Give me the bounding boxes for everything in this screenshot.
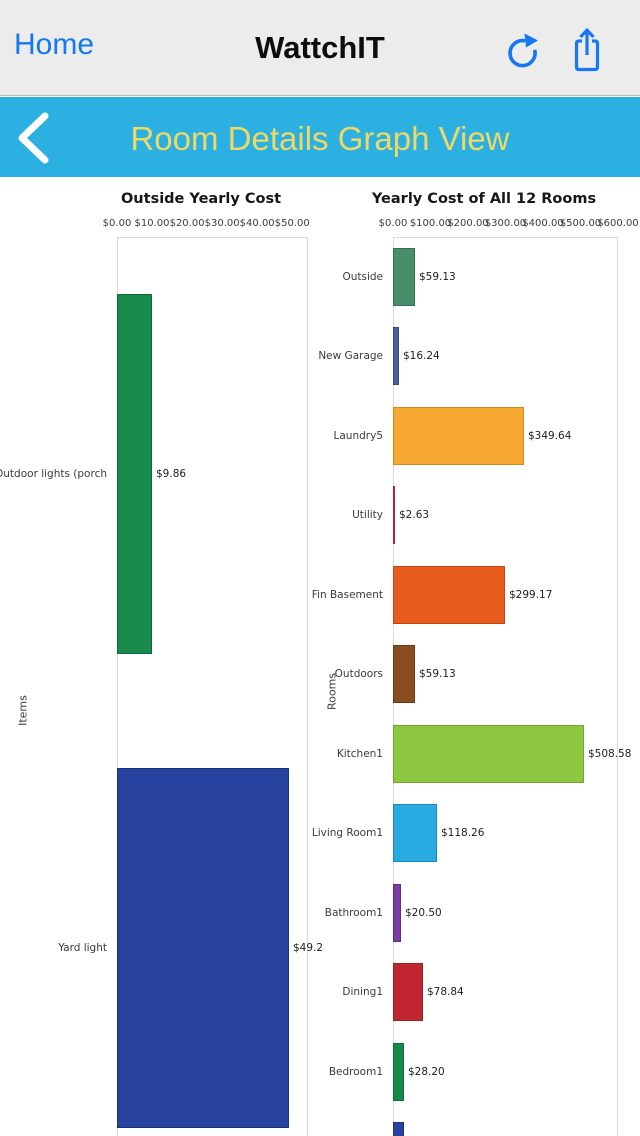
value-label: $78.84 bbox=[427, 986, 464, 998]
category-label: Yard light bbox=[58, 942, 107, 954]
value-label: $9.86 bbox=[156, 468, 187, 480]
chart-title: Outside Yearly Cost bbox=[120, 191, 282, 207]
y-axis-title: Items bbox=[16, 695, 30, 726]
x-axis-tick-label: $50.00 bbox=[274, 218, 310, 229]
value-label: $118.26 bbox=[441, 827, 485, 839]
refresh-icon bbox=[504, 33, 540, 75]
nav-bar: Home WattchIT bbox=[0, 0, 640, 96]
category-label: Living Room1 bbox=[311, 827, 383, 839]
x-axis-tick-label: $20.00 bbox=[169, 218, 205, 229]
refresh-button[interactable] bbox=[504, 28, 540, 75]
chart-title: Yearly Cost of All 12 Rooms bbox=[371, 191, 597, 207]
x-axis-tick-label: $200.00 bbox=[447, 218, 489, 229]
bar bbox=[393, 1122, 404, 1136]
value-label: $59.13 bbox=[419, 271, 456, 283]
share-button[interactable] bbox=[570, 24, 604, 77]
category-label: Dining1 bbox=[342, 986, 383, 998]
x-axis-tick-label: $100.00 bbox=[409, 218, 452, 229]
x-axis-tick-label: $300.00 bbox=[484, 218, 527, 229]
chevron-left-icon bbox=[12, 112, 54, 170]
x-axis-tick-label: $400.00 bbox=[522, 218, 564, 229]
page-title: Room Details Graph View bbox=[130, 120, 510, 157]
category-label: Outdoor lights (porch bbox=[0, 468, 107, 480]
home-button[interactable]: Home bbox=[14, 28, 95, 61]
category-label: Bedroom1 bbox=[328, 1066, 383, 1078]
value-label: $299.17 bbox=[509, 589, 553, 601]
bar bbox=[393, 804, 437, 862]
value-label: $20.50 bbox=[405, 907, 442, 919]
value-label: $508.58 bbox=[588, 748, 632, 760]
category-label: Laundry5 bbox=[333, 430, 383, 442]
x-axis-tick-label: $30.00 bbox=[204, 218, 240, 229]
x-axis-tick-label: $0.00 bbox=[378, 218, 408, 229]
x-axis-tick-label: $10.00 bbox=[134, 218, 170, 229]
value-label: $28.20 bbox=[408, 1066, 445, 1078]
category-label: Outdoors bbox=[334, 668, 383, 680]
value-label: $16.24 bbox=[403, 350, 440, 362]
bar bbox=[393, 407, 524, 465]
x-axis-tick-label: $40.00 bbox=[239, 218, 275, 229]
bar bbox=[393, 645, 415, 703]
bar bbox=[393, 884, 401, 942]
bar bbox=[393, 963, 423, 1021]
category-label: Outside bbox=[342, 271, 383, 283]
plot-area bbox=[393, 237, 618, 1136]
bar bbox=[393, 1043, 404, 1101]
share-icon bbox=[570, 27, 604, 77]
x-axis-tick-label: $600.00 bbox=[597, 218, 639, 229]
bar bbox=[393, 566, 505, 624]
value-label: $2.63 bbox=[399, 509, 430, 521]
y-axis-title: Rooms bbox=[325, 672, 339, 711]
category-label: Utility bbox=[352, 509, 383, 521]
value-label: $59.13 bbox=[419, 668, 456, 680]
bar bbox=[393, 486, 395, 544]
category-label: Bathroom1 bbox=[324, 907, 383, 919]
back-button[interactable] bbox=[12, 109, 54, 170]
bar bbox=[393, 327, 399, 385]
bar bbox=[393, 725, 584, 783]
x-axis-tick-label: $0.00 bbox=[102, 218, 132, 229]
category-label: Kitchen1 bbox=[336, 748, 383, 760]
bar bbox=[117, 768, 289, 1128]
graph-view-header: Room Details Graph View bbox=[0, 97, 640, 177]
category-label: Fin Basement bbox=[311, 589, 383, 601]
value-label: $49.2 bbox=[293, 942, 324, 954]
x-axis-tick-label: $500.00 bbox=[559, 218, 602, 229]
app-title: WattchIT bbox=[255, 30, 385, 65]
plot-area bbox=[117, 237, 308, 1136]
bar bbox=[117, 294, 152, 654]
value-label: $349.64 bbox=[528, 430, 572, 442]
bar bbox=[393, 248, 415, 306]
category-label: New Garage bbox=[318, 350, 383, 362]
